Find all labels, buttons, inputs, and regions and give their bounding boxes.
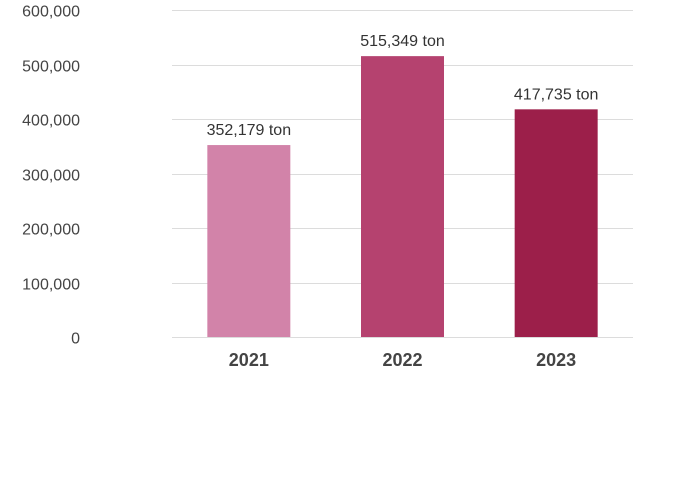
y-tick-label: 400,000 [22, 113, 80, 130]
bar-2023 [514, 109, 598, 337]
y-tick-label: 500,000 [22, 59, 80, 76]
data-label-2023: 417,735 ton [514, 86, 599, 103]
y-tick-label: 200,000 [22, 222, 80, 239]
y-tick-label: 100,000 [22, 277, 80, 294]
bar-2021 [207, 145, 291, 337]
x-axis-category-labels: 2021 2022 2023 [229, 350, 576, 370]
y-tick-label: 600,000 [22, 4, 80, 21]
x-tick-label-2022: 2022 [382, 350, 422, 370]
x-tick-label-2023: 2023 [536, 350, 576, 370]
bars [207, 56, 598, 337]
data-label-2021: 352,179 ton [207, 122, 292, 139]
bar-2022 [361, 56, 444, 337]
data-label-2022: 515,349 ton [360, 33, 445, 50]
y-tick-label: 0 [71, 331, 80, 348]
data-labels: 352,179 ton 515,349 ton 417,735 ton [207, 33, 599, 139]
y-tick-label: 300,000 [22, 168, 80, 185]
x-tick-label-2021: 2021 [229, 350, 269, 370]
y-axis-tick-labels: 0 100,000 200,000 300,000 400,000 500,000 600,… [22, 4, 80, 348]
